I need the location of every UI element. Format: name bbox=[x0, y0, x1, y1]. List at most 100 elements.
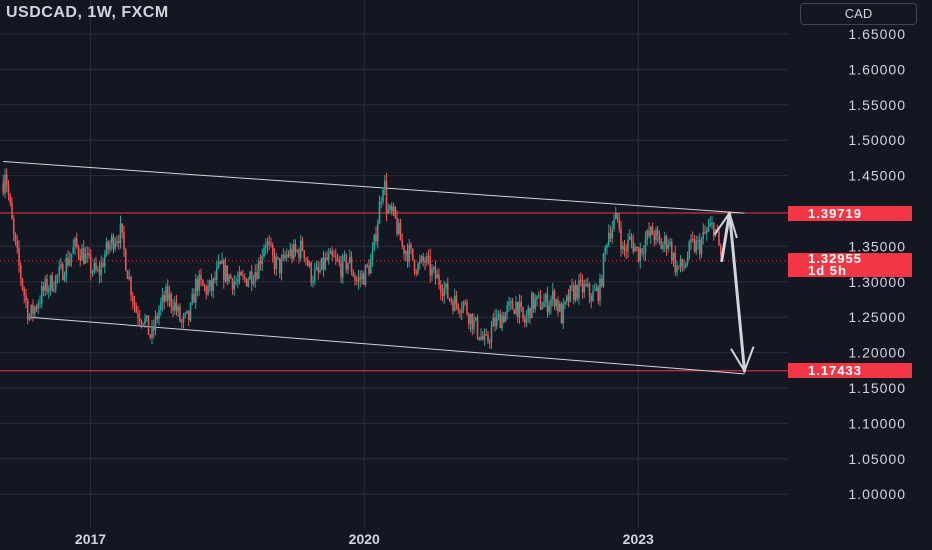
candle-body bbox=[662, 244, 664, 250]
candle-body bbox=[371, 250, 374, 261]
candle-body bbox=[226, 265, 229, 282]
candle-body bbox=[140, 321, 143, 324]
candle-body bbox=[595, 287, 598, 291]
candle-body bbox=[452, 301, 454, 311]
candle-body bbox=[245, 278, 248, 287]
candle-body bbox=[263, 247, 265, 256]
candle-body bbox=[711, 223, 713, 225]
candle-body bbox=[471, 313, 474, 330]
candle-body bbox=[480, 336, 482, 340]
currency-button[interactable]: CAD bbox=[800, 3, 917, 25]
candle-body bbox=[207, 286, 209, 295]
last-price-tag: 1.32955 1d 5h bbox=[788, 252, 912, 278]
candle-body bbox=[322, 257, 325, 270]
candle-body bbox=[196, 278, 199, 291]
candle-body bbox=[238, 271, 241, 280]
candle-body bbox=[68, 259, 71, 266]
candle-body bbox=[543, 301, 545, 308]
candle-body bbox=[565, 295, 568, 302]
candle-body bbox=[7, 185, 10, 196]
candle-body bbox=[303, 250, 306, 259]
candle-body bbox=[200, 274, 202, 281]
candle-body bbox=[628, 236, 631, 240]
candle-body bbox=[107, 241, 110, 250]
candle-body bbox=[469, 313, 472, 325]
candle-body bbox=[198, 274, 201, 291]
candle-body bbox=[609, 232, 612, 239]
candle-body bbox=[214, 278, 216, 280]
candle-body bbox=[488, 341, 491, 343]
candle-body bbox=[280, 259, 283, 274]
candle-body bbox=[228, 275, 230, 282]
candle-body bbox=[571, 285, 573, 287]
candle-body bbox=[579, 279, 582, 281]
candle-body bbox=[84, 254, 87, 264]
candle-body bbox=[630, 236, 633, 241]
candle-body bbox=[77, 246, 80, 256]
candle-body bbox=[287, 254, 290, 256]
candle-body bbox=[173, 302, 176, 311]
candle-body bbox=[618, 218, 621, 229]
candle-body bbox=[345, 255, 348, 270]
candle-body bbox=[684, 263, 687, 268]
candle-body bbox=[520, 301, 523, 308]
candle-body bbox=[347, 262, 349, 270]
candle-body bbox=[693, 239, 696, 252]
candle-body bbox=[4, 174, 6, 194]
candle-body bbox=[205, 286, 208, 295]
candle-body bbox=[236, 279, 239, 282]
candle-body bbox=[431, 268, 433, 276]
candle-body bbox=[70, 253, 73, 260]
candle-body bbox=[434, 267, 437, 279]
candle-body bbox=[61, 264, 64, 280]
candle-body bbox=[438, 274, 440, 285]
bar-countdown: 1d 5h bbox=[808, 263, 847, 278]
candle-body bbox=[19, 265, 22, 280]
candle-body bbox=[240, 271, 243, 276]
candle-body bbox=[147, 315, 150, 335]
candle-body bbox=[159, 302, 162, 310]
candle-body bbox=[553, 290, 556, 306]
candle-body bbox=[665, 236, 668, 249]
candle-body bbox=[614, 213, 617, 220]
candle-body bbox=[536, 295, 538, 300]
candle-body bbox=[100, 262, 103, 275]
candle-body bbox=[632, 240, 635, 252]
candle-body bbox=[394, 206, 397, 218]
candle-body bbox=[299, 240, 302, 259]
candle-body bbox=[341, 256, 344, 278]
candle-body bbox=[424, 261, 426, 263]
candle-body bbox=[312, 281, 314, 283]
channel-lower-line bbox=[29, 316, 745, 375]
y-tick-label: 1.00000 bbox=[848, 486, 906, 502]
candle-body bbox=[606, 244, 608, 248]
candle-body bbox=[89, 255, 92, 274]
candle-body bbox=[607, 232, 610, 245]
candle-body bbox=[168, 293, 171, 301]
candle-body bbox=[242, 275, 244, 277]
candle-body bbox=[208, 280, 211, 287]
candle-body bbox=[464, 301, 467, 303]
candle-body bbox=[695, 241, 698, 252]
candle-body bbox=[415, 270, 418, 274]
candle-body bbox=[364, 265, 367, 285]
candle-body bbox=[121, 223, 124, 233]
candle-body bbox=[182, 315, 185, 323]
candle-body bbox=[268, 241, 271, 244]
candle-body bbox=[674, 253, 677, 273]
candle-body bbox=[590, 296, 593, 302]
candle-body bbox=[453, 295, 456, 311]
candle-body bbox=[672, 253, 675, 261]
candle-body bbox=[40, 286, 43, 304]
projection-arrow-line bbox=[728, 211, 746, 373]
candle-body bbox=[5, 174, 8, 186]
candle-body bbox=[46, 278, 48, 292]
candle-body bbox=[271, 245, 274, 256]
candle-body bbox=[417, 263, 419, 274]
candle-body bbox=[65, 257, 68, 277]
candle-body bbox=[532, 292, 535, 310]
candle-body bbox=[154, 315, 157, 331]
y-tick-label: 1.10000 bbox=[848, 415, 906, 431]
candle-body bbox=[261, 255, 264, 265]
